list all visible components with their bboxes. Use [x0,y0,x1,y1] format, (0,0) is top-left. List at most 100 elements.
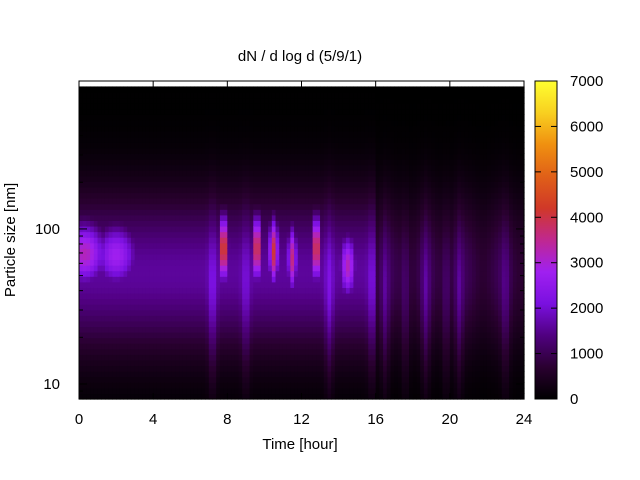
heatmap-cell [201,214,206,221]
heatmap-cell [82,192,88,199]
heatmap-cell [353,343,358,350]
heatmap-cell [349,136,355,143]
heatmap-cell [212,147,217,155]
heatmap-cell [101,103,106,110]
heatmap-cell [260,315,266,322]
heatmap-cell [160,320,165,328]
heatmap-cell [327,214,332,221]
heatmap-cell [312,175,317,182]
heatmap-cell [242,309,247,316]
heatmap-cell [397,147,403,155]
heatmap-cell [86,337,91,344]
heatmap-cell [219,393,225,400]
heatmap-cell [364,186,369,194]
heatmap-cell [86,147,91,155]
heatmap-cell [182,365,188,372]
heatmap-cell [346,231,351,238]
heatmap-cell [134,225,139,233]
heatmap-cell [282,108,288,115]
heatmap-cell [390,281,395,288]
heatmap-cell [97,337,102,344]
heatmap-cell [182,92,188,99]
heatmap-cell [405,281,410,288]
heatmap-cell [271,320,277,328]
heatmap-cell [168,170,173,177]
heatmap-cell [175,292,180,300]
heatmap-cell [249,159,254,166]
heatmap-cell [123,214,128,221]
heatmap-cell [346,97,351,104]
heatmap-cell [386,359,392,367]
heatmap-cell [368,287,373,294]
heatmap-cell [127,253,132,261]
heatmap-cell [279,86,284,93]
heatmap-cell [360,320,366,328]
heatmap-cell [134,337,139,344]
heatmap-cell [349,332,355,339]
heatmap-cell [175,136,180,143]
heatmap-cell [119,136,125,143]
heatmap-cell [271,86,277,93]
heatmap-cell [104,376,110,383]
heatmap-cell [238,119,243,127]
heatmap-cell [327,192,332,199]
heatmap-cell [175,108,180,115]
heatmap-cell [104,175,110,182]
heatmap-cell [231,320,236,328]
heatmap-cell [193,354,199,361]
heatmap-cell [249,259,254,266]
heatmap-cell [134,97,139,104]
heatmap-cell [290,253,295,261]
heatmap-cell [312,225,317,233]
heatmap-cell [405,119,410,127]
heatmap-cell [294,382,299,389]
heatmap-cell [186,214,191,221]
heatmap-cell [286,387,291,395]
heatmap-cell [116,198,121,205]
heatmap-cell [112,348,117,355]
heatmap-cell [249,304,254,311]
heatmap-cell [357,225,362,233]
heatmap-cell [182,359,188,367]
heatmap-cell [320,315,325,322]
heatmap-cell [142,337,147,344]
heatmap-cell [179,103,184,110]
heatmap-cell [219,136,225,143]
heatmap-cell [197,231,202,238]
heatmap-cell [123,186,128,194]
heatmap-cell [286,292,291,300]
heatmap-cell [104,114,110,121]
heatmap-cell [301,332,306,339]
heatmap-cell [112,376,117,383]
heatmap-cell [386,214,392,221]
heatmap-cell [101,354,106,361]
heatmap-cell [208,175,214,182]
heatmap-cell [282,265,288,272]
heatmap-cell [101,170,106,177]
heatmap-cell [342,387,347,395]
heatmap-cell [86,231,91,238]
heatmap-cell [368,259,373,266]
heatmap-cell [193,136,199,143]
heatmap-cell [108,231,113,238]
heatmap-cell [164,332,169,339]
heatmap-cell [193,292,199,300]
heatmap-cell [182,131,188,138]
heatmap-cell [264,348,269,355]
heatmap-cell [264,108,269,115]
heatmap-cell [116,108,121,115]
heatmap-cell [112,354,117,361]
heatmap-cell [186,114,191,121]
heatmap-cell [390,225,395,233]
heatmap-cell [234,92,240,99]
heatmap-cell [112,281,117,288]
heatmap-cell [93,181,99,188]
heatmap-cell [353,192,358,199]
heatmap-cell [212,382,217,389]
heatmap-cell [101,248,106,255]
heatmap-cell [268,253,273,261]
heatmap-cell [219,276,225,283]
heatmap-cell [364,248,369,255]
heatmap-cell [142,281,147,288]
heatmap-cell [301,259,306,266]
